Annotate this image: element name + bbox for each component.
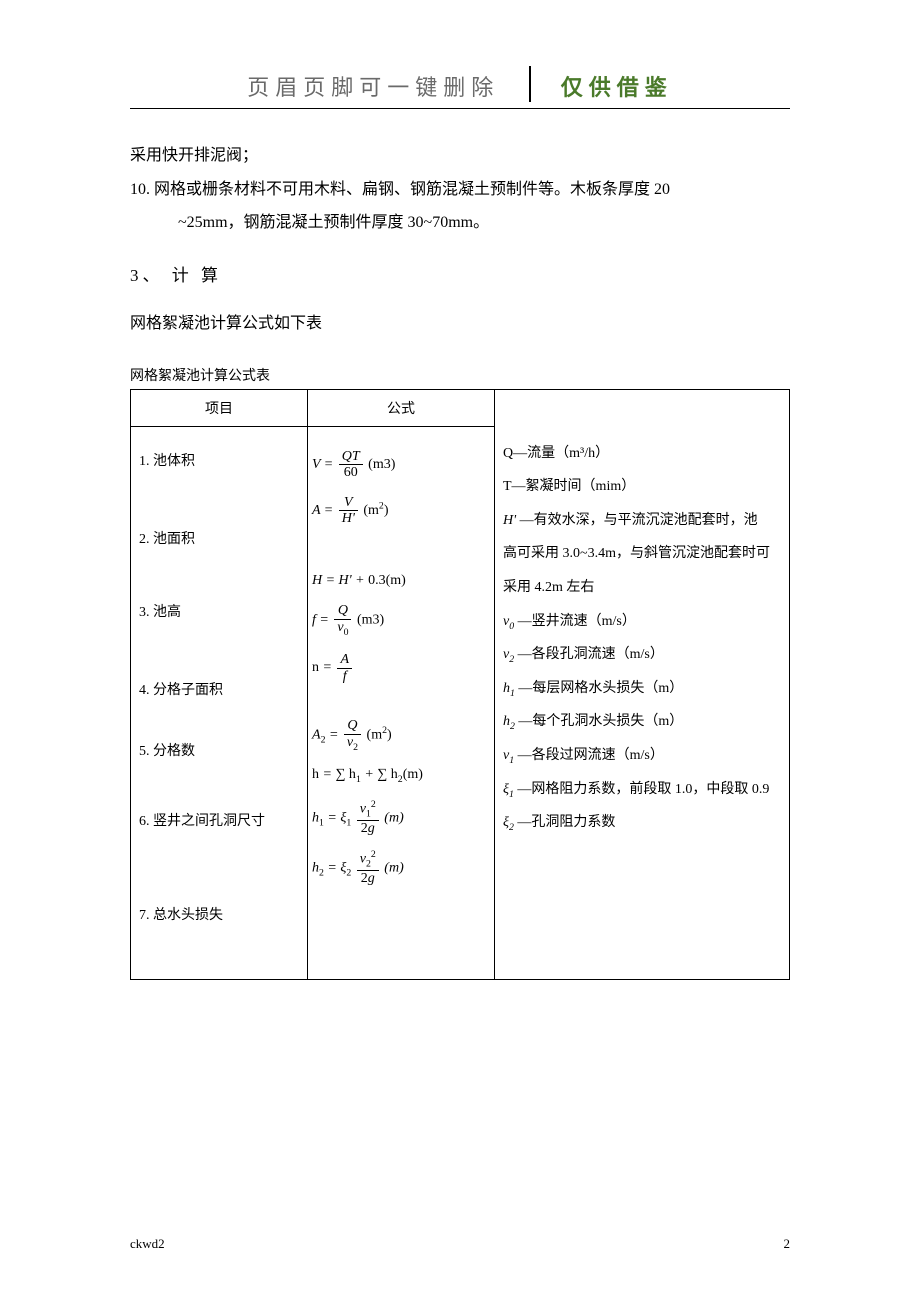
item-7: 7. 总水头损失 (139, 891, 299, 941)
desc-hl2: h2 —每个孔洞水头损失（m） (503, 705, 781, 739)
desc-Hprime-b: 高可采用 3.0~3.4m，与斜管沉淀池配套时可 (503, 537, 781, 571)
formula-A2: A2 = Qv2 (m2) (312, 718, 490, 753)
formula-f: f = Qv0 (m3) (312, 603, 490, 638)
footer-page-number: 2 (784, 1236, 791, 1252)
formula-h1: h1 = ξ1 v122g (m) (312, 800, 490, 837)
formula-h2: h2 = ξ2 v222g (m) (312, 850, 490, 887)
formula-table: 项目 公式 1. 池体积 2. 池面积 3. 池高 4. 分格子面积 5. 分格… (130, 389, 790, 980)
desc-v0: v0 —竖井流速（m/s） (503, 605, 781, 639)
desc-hl1: h1 —每层网格水头损失（m） (503, 672, 781, 706)
desc-Hprime-a: H' —有效水深，与平流沉淀池配套时，池 (503, 504, 781, 538)
desc-v1: v1 —各段过网流速（m/s） (503, 739, 781, 773)
page-footer: ckwd2 2 (130, 1236, 790, 1252)
th-item: 项目 (131, 390, 308, 427)
table-body-row: 1. 池体积 2. 池面积 3. 池高 4. 分格子面积 5. 分格数 6. 竖… (131, 427, 790, 980)
body-content: 采用快开排泥阀； 10. 网格或栅条材料不可用木料、扁钢、钢筋混凝土预制件等。木… (130, 139, 790, 341)
formula-cell: V = QT60 (m3) A = VH' (m2) H = H' + 0.3(… (308, 427, 495, 980)
desc-Hprime-c: 采用 4.2m 左右 (503, 571, 781, 605)
header-left-text: 页眉页脚可一键删除 (247, 70, 529, 102)
item-6: 6. 竖井之间孔洞尺寸 (139, 797, 299, 847)
footer-left: ckwd2 (130, 1236, 165, 1252)
table-caption: 网格絮凝池计算公式表 (130, 365, 790, 385)
formula-n: n = Af (312, 652, 490, 684)
desc-Q: Q—流量（m³/h） (503, 437, 781, 471)
body-line-2b: ~25mm，钢筋混凝土预制件厚度 30~70mm。 (130, 206, 790, 240)
item-1: 1. 池体积 (139, 437, 299, 487)
desc-T: T—絮凝时间（mim） (503, 470, 781, 504)
desc-xi1: ξ1 —网格阻力系数，前段取 1.0，中段取 0.9 (503, 773, 781, 807)
section-title-text: 计 算 (172, 266, 222, 285)
desc-cell: Q—流量（m³/h） T—絮凝时间（mim） H' —有效水深，与平流沉淀池配套… (495, 427, 790, 980)
item-5: 5. 分格数 (139, 727, 299, 777)
th-formula: 公式 (308, 390, 495, 427)
item-4: 4. 分格子面积 (139, 666, 299, 716)
item-2: 2. 池面积 (139, 515, 299, 565)
formula-A: A = VH' (m2) (312, 495, 490, 527)
body-line-2a: 10. 网格或栅条材料不可用木料、扁钢、钢筋混凝土预制件等。木板条厚度 20 (130, 173, 790, 207)
section-heading: 3、 计 算 (130, 258, 790, 294)
desc-v2: v2 —各段孔洞流速（m/s） (503, 638, 781, 672)
desc-xi2: ξ2 —孔洞阻力系数 (503, 806, 781, 840)
formula-h: h = ∑ h1 + ∑ h2(m) (312, 767, 490, 786)
th-desc (495, 390, 790, 427)
section-number: 3、 (130, 266, 164, 285)
formula-V: V = QT60 (m3) (312, 449, 490, 481)
page-header: 页眉页脚可一键删除 仅供借鉴 (130, 70, 790, 109)
body-line-1: 采用快开排泥阀； (130, 139, 790, 173)
items-cell: 1. 池体积 2. 池面积 3. 池高 4. 分格子面积 5. 分格数 6. 竖… (131, 427, 308, 980)
item-3: 3. 池高 (139, 588, 299, 638)
header-right-text: 仅供借鉴 (531, 70, 673, 102)
table-header-row: 项目 公式 (131, 390, 790, 427)
section-subtitle: 网格絮凝池计算公式如下表 (130, 307, 790, 341)
formula-H: H = H' + 0.3(m) (312, 573, 490, 590)
